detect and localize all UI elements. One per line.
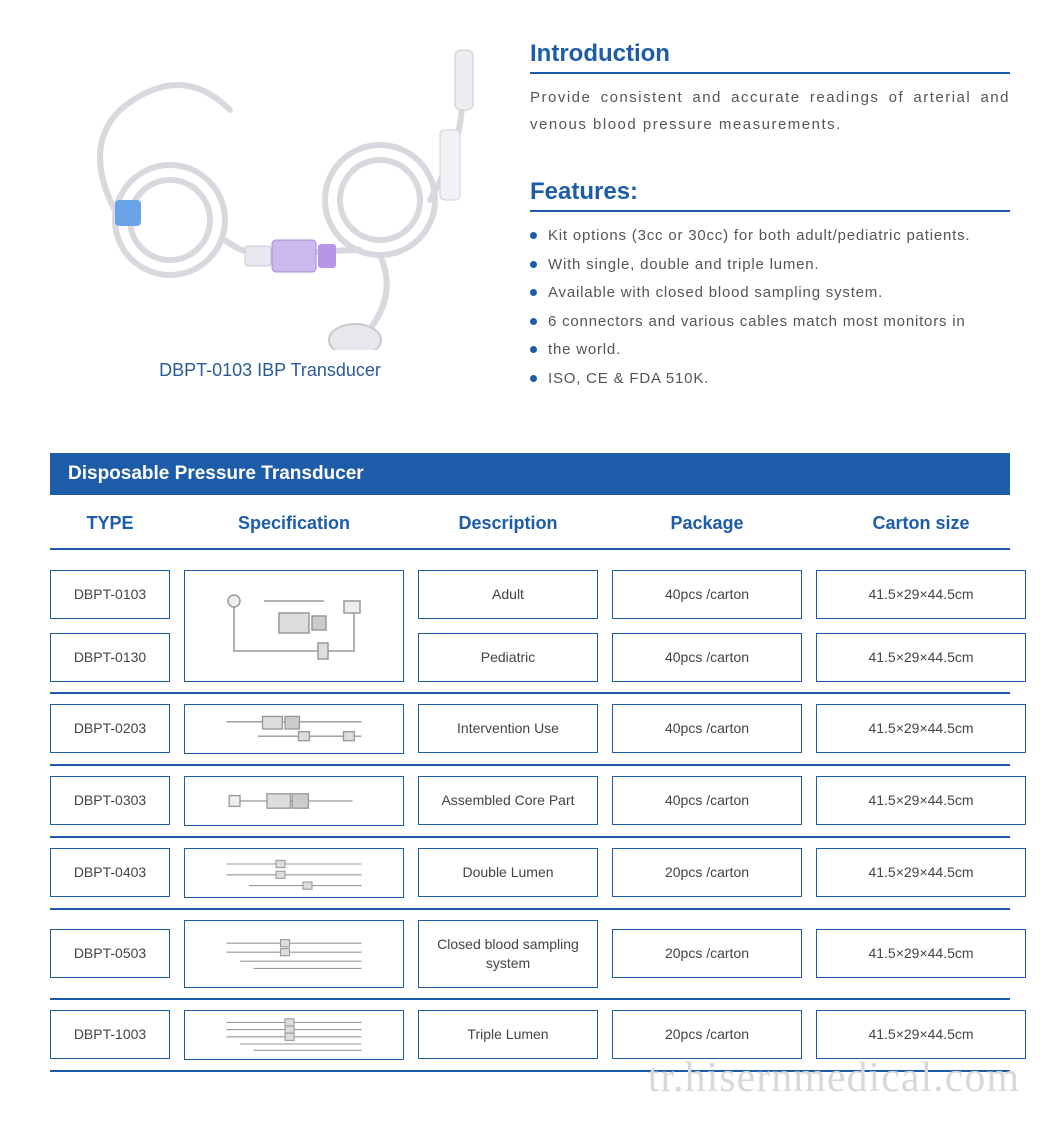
carton-cell: 41.5×29×44.5cm bbox=[816, 1010, 1026, 1059]
type-cell: DBPT-0403 bbox=[50, 848, 170, 897]
carton-cell: 41.5×29×44.5cm bbox=[816, 704, 1026, 753]
carton-cell: 41.5×29×44.5cm bbox=[816, 929, 1026, 978]
carton-cell: 41.5×29×44.5cm bbox=[816, 570, 1026, 619]
description-cell: Assembled Core Part bbox=[418, 776, 598, 825]
spec-diagram-icon bbox=[204, 581, 384, 671]
spec-image-cell bbox=[184, 776, 404, 826]
package-cell: 20pcs /carton bbox=[612, 1010, 802, 1059]
features-heading: Features: bbox=[530, 178, 1010, 212]
feature-item: Available with closed blood sampling sys… bbox=[530, 279, 1010, 308]
carton-cell: 41.5×29×44.5cm bbox=[816, 633, 1026, 682]
table-header-cell: Package bbox=[612, 513, 802, 534]
description-cell: Double Lumen bbox=[418, 848, 598, 897]
product-caption: DBPT-0103 IBP Transducer bbox=[159, 360, 381, 381]
description-cell: Intervention Use bbox=[418, 704, 598, 753]
product-image-column: DBPT-0103 IBP Transducer bbox=[50, 30, 490, 393]
type-cell: DBPT-0503 bbox=[50, 929, 170, 978]
package-cell: 40pcs /carton bbox=[612, 633, 802, 682]
table-row: DBPT-0203Intervention Use40pcs /carton41… bbox=[50, 694, 1010, 766]
feature-item: the world. bbox=[530, 336, 1010, 365]
spec-image-cell bbox=[184, 570, 404, 682]
product-image bbox=[60, 30, 480, 350]
spec-image-cell bbox=[184, 704, 404, 754]
description-cell: Triple Lumen bbox=[418, 1010, 598, 1059]
carton-cell: 41.5×29×44.5cm bbox=[816, 848, 1026, 897]
table-row: DBPT-0303 Assembled Core Part 40pcs /carto… bbox=[50, 766, 1010, 838]
package-cell: 40pcs /carton bbox=[612, 776, 802, 825]
spec-image-cell bbox=[184, 848, 404, 898]
table-merged-group: DBPT-0103 DBPT-0130 Adult Pediatric 40pcs … bbox=[50, 560, 1010, 694]
type-cell: DBPT-0203 bbox=[50, 704, 170, 753]
introduction-text: Provide consistent and accurate readings… bbox=[530, 84, 1010, 138]
table-rows: DBPT-0203Intervention Use40pcs /carton41… bbox=[50, 694, 1010, 1072]
table-header-cell: Specification bbox=[184, 513, 404, 534]
table-header-row: TYPESpecificationDescriptionPackageCarto… bbox=[50, 507, 1010, 550]
table-header-cell: TYPE bbox=[50, 513, 170, 534]
table-row: DBPT-1003Triple Lumen20pcs /carton41.5×2… bbox=[50, 1000, 1010, 1072]
package-cell: 20pcs /carton bbox=[612, 848, 802, 897]
merged-types-col: DBPT-0103 DBPT-0130 bbox=[50, 570, 170, 682]
description-cell: Pediatric bbox=[418, 633, 598, 682]
package-cell: 20pcs /carton bbox=[612, 929, 802, 978]
merged-carton-col: 41.5×29×44.5cm 41.5×29×44.5cm bbox=[816, 570, 1026, 682]
table-row: DBPT-0403Double Lumen20pcs /carton41.5×2… bbox=[50, 838, 1010, 910]
type-cell: DBPT-0303 bbox=[50, 776, 170, 825]
table-header-cell: Description bbox=[418, 513, 598, 534]
product-illustration bbox=[60, 30, 480, 350]
top-section: DBPT-0103 IBP Transducer Introduction Pr… bbox=[50, 30, 1010, 393]
type-cell: DBPT-1003 bbox=[50, 1010, 170, 1059]
type-cell: DBPT-0130 bbox=[50, 633, 170, 682]
table-header-cell: Carton size bbox=[816, 513, 1026, 534]
merged-package-col: 40pcs /carton 40pcs /carton bbox=[612, 570, 802, 682]
features-list: Kit options (3cc or 30cc) for both adult… bbox=[530, 222, 1010, 393]
merged-description-col: Adult Pediatric bbox=[418, 570, 598, 682]
package-cell: 40pcs /carton bbox=[612, 570, 802, 619]
description-cell: Closed blood sampling system bbox=[418, 920, 598, 988]
carton-cell: 41.5×29×44.5cm bbox=[816, 776, 1026, 825]
info-column: Introduction Provide consistent and accu… bbox=[530, 30, 1010, 393]
feature-item: Kit options (3cc or 30cc) for both adult… bbox=[530, 222, 1010, 251]
feature-item: 6 connectors and various cables match mo… bbox=[530, 308, 1010, 337]
type-cell: DBPT-0103 bbox=[50, 570, 170, 619]
feature-item: ISO, CE & FDA 510K. bbox=[530, 365, 1010, 394]
table-row: DBPT-0503 Closed blood sampling system 20p… bbox=[50, 910, 1010, 1000]
spec-table-section: Disposable Pressure Transducer TYPE Speci… bbox=[50, 453, 1010, 1072]
package-cell: 40pcs /carton bbox=[612, 704, 802, 753]
spec-image-cell bbox=[184, 1010, 404, 1060]
table-title: Disposable Pressure Transducer bbox=[50, 453, 1010, 495]
description-cell: Adult bbox=[418, 570, 598, 619]
introduction-heading: Introduction bbox=[530, 40, 1010, 74]
feature-item: With single, double and triple lumen. bbox=[530, 251, 1010, 280]
spec-table: TYPESpecificationDescriptionPackageCarto… bbox=[50, 507, 1010, 1072]
spec-image-cell bbox=[184, 920, 404, 988]
